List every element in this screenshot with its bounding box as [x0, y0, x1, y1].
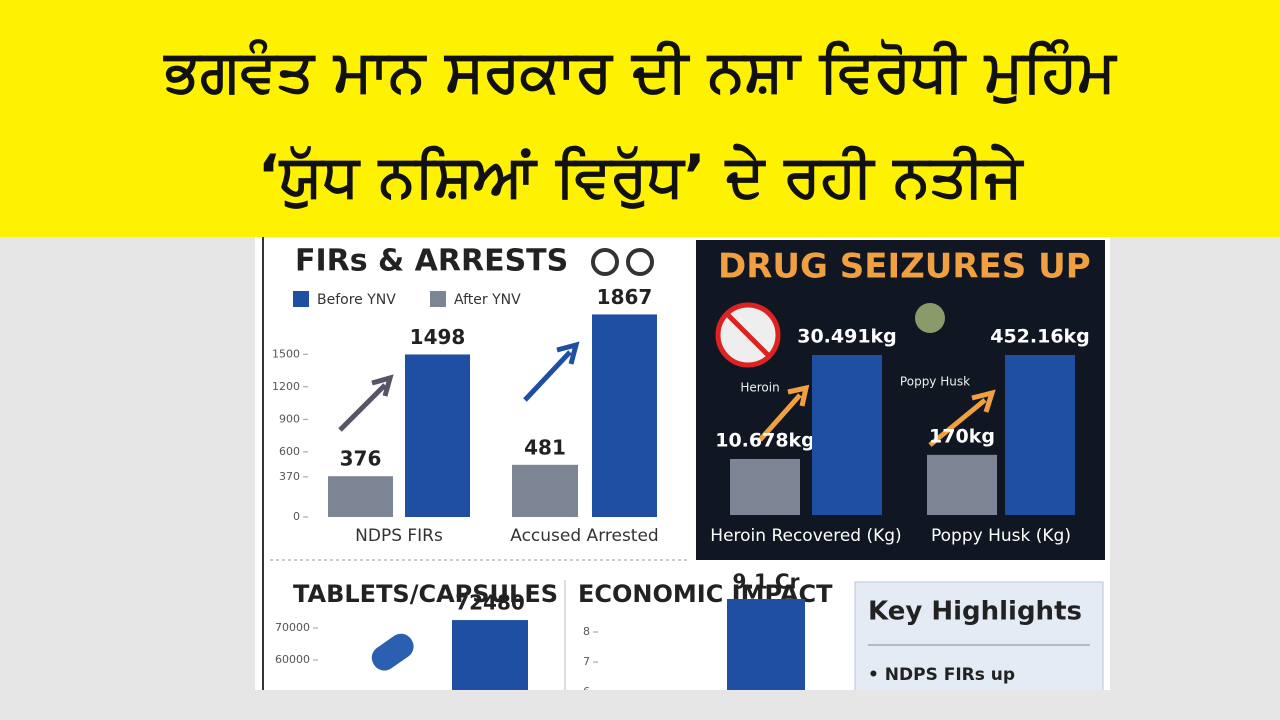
y-tick-label: 1500 — [272, 347, 300, 360]
y-tick-label: 60000 — [275, 653, 310, 666]
x-tick-label: Heroin Recovered (Kg) — [710, 526, 901, 546]
bar — [512, 464, 578, 517]
handcuff-icon — [591, 248, 619, 276]
infographic: FIRs & ARRESTS DRUG SEIZURES UP TABLETS/… — [255, 237, 1110, 698]
highlights-box — [854, 581, 1104, 690]
arrow — [758, 384, 810, 442]
handcuff-icon — [626, 248, 654, 276]
y-tick-label: 8 — [583, 625, 590, 638]
y-tick-label: 370 — [279, 470, 300, 483]
y-tick-label: 900 — [279, 412, 300, 425]
highlight-item: • NDPS FIRs up — [868, 665, 1015, 685]
value-label: 72480 — [455, 591, 525, 615]
bar — [592, 314, 657, 517]
x-tick-label: Accused Arrested — [510, 526, 658, 546]
value-label: 1498 — [410, 325, 466, 349]
x-tick-label: Poppy Husk (Kg) — [931, 526, 1071, 546]
y-tick-label: 600 — [279, 445, 300, 458]
value-label: 30.491kg — [797, 326, 897, 348]
bar — [452, 620, 528, 690]
y-tick-label: 7 — [583, 655, 590, 668]
icon-label: Poppy Husk — [900, 375, 970, 389]
bar — [405, 354, 470, 517]
value-label: 10.678kg — [715, 429, 815, 451]
bar — [328, 476, 393, 517]
chart-title: FIRs & ARRESTS — [295, 244, 568, 279]
arrow — [928, 389, 996, 447]
highlights-title: Key Highlights — [868, 597, 1082, 627]
pill-icon — [371, 633, 414, 671]
headline-banner — [0, 0, 1280, 237]
x-tick-label: NDPS FIRs — [355, 526, 443, 546]
poppy-icon — [915, 303, 945, 333]
value-label: 9.1 Cr — [733, 570, 800, 594]
y-tick-label: 70000 — [275, 621, 310, 634]
legend-label: After YNV — [454, 292, 521, 308]
border — [262, 237, 264, 690]
legend-label: Before YNV — [317, 292, 396, 308]
y-tick-label: 1200 — [272, 380, 300, 393]
value-label: 170kg — [929, 425, 995, 447]
legend-swatch — [293, 291, 309, 307]
headline: ‘ਯੁੱਧ ਨਸ਼ਿਆਂ ਵਿਰੁੱਧ’ ਦੇ ਰਹੀ ਨਤੀਜੇ — [258, 142, 1025, 210]
bar — [727, 599, 805, 690]
legend-swatch — [430, 291, 446, 307]
icon-label: Heroin — [740, 381, 779, 395]
chart-title: DRUG SEIZURES UP — [718, 247, 1091, 287]
bar — [927, 454, 997, 515]
arrow — [338, 374, 394, 432]
value-label: 1867 — [597, 285, 653, 309]
bar — [812, 355, 882, 515]
bar — [1005, 355, 1075, 515]
chart-title: TABLETS/CAPSULES — [293, 580, 558, 608]
bar — [730, 458, 800, 515]
arrow — [523, 341, 580, 402]
y-tick-label: 6 — [583, 685, 590, 698]
headline: ਭਗਵੰਤ ਮਾਨ ਸਰਕਾਰ ਦੀ ਨਸ਼ਾ ਵਿਰੋਧੀ ਮੁਹਿੰਮ — [162, 37, 1117, 105]
heroin-icon — [725, 312, 771, 358]
value-label: 452.16kg — [990, 326, 1090, 348]
value-label: 481 — [524, 435, 566, 459]
value-label: 376 — [340, 447, 382, 471]
y-tick-label: 0 — [293, 510, 300, 523]
